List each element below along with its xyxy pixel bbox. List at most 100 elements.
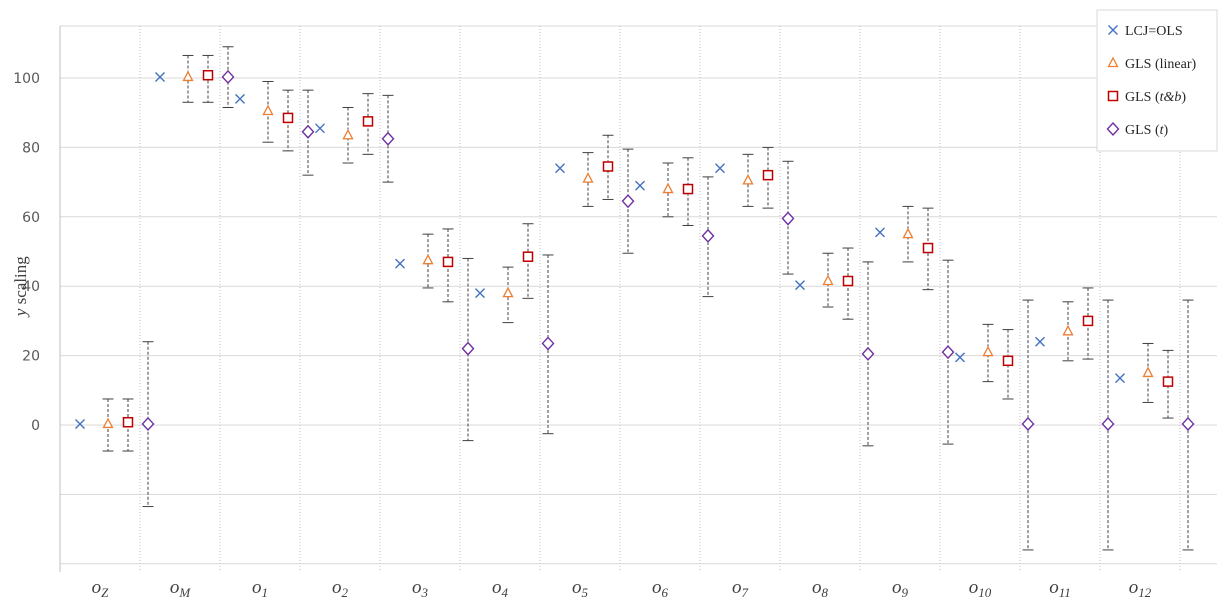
data-point-triangle xyxy=(982,345,994,357)
x-category-base: o xyxy=(969,577,979,598)
data-point-x xyxy=(555,163,565,174)
data-point-square xyxy=(1002,355,1014,367)
data-point-x xyxy=(715,163,725,174)
data-point-diamond xyxy=(861,346,875,361)
legend-label-part: GLS (linear) xyxy=(1125,57,1196,72)
data-point-x xyxy=(795,280,805,291)
x-category-subscript: 10 xyxy=(978,585,992,600)
x-category-subscript: 4 xyxy=(502,585,509,600)
legend-marker-x xyxy=(1108,25,1118,35)
x-category-subscript: 11 xyxy=(1059,585,1071,600)
marker-stroke xyxy=(795,280,805,291)
x-category-base: o xyxy=(1049,577,1059,598)
y-tick-label: 20 xyxy=(22,349,40,365)
legend-marker-square xyxy=(1107,90,1119,102)
data-point-square xyxy=(362,116,374,127)
marker-stroke xyxy=(875,227,885,238)
x-category-base: o xyxy=(92,577,102,598)
legend-label-part: GLS ( xyxy=(1125,90,1160,105)
data-point-square xyxy=(522,251,534,262)
data-point-square xyxy=(442,256,454,268)
x-category-subscript: 2 xyxy=(342,585,349,600)
data-point-triangle xyxy=(662,182,674,194)
data-point-triangle xyxy=(1062,324,1074,336)
marker-stroke xyxy=(955,352,965,363)
grid xyxy=(59,25,1217,572)
data-point-triangle xyxy=(502,286,514,298)
x-category-base: o xyxy=(332,577,342,598)
data-point-x xyxy=(1115,373,1125,384)
marker-stroke xyxy=(715,163,725,174)
data-point-triangle xyxy=(102,417,114,429)
marker-stroke xyxy=(555,163,565,174)
data-point-triangle xyxy=(902,227,914,239)
data-point-x xyxy=(1035,336,1045,347)
y-axis-label-variable: y xyxy=(11,308,30,318)
x-category-label: o9 xyxy=(892,577,909,600)
data-point-square xyxy=(602,161,614,172)
data-point-triangle xyxy=(822,274,834,286)
data-point-triangle xyxy=(342,128,354,140)
legend-label-part: t&b xyxy=(1160,90,1182,105)
x-category-label: o5 xyxy=(572,577,589,600)
data-point-x xyxy=(875,227,885,238)
x-category-label: o2 xyxy=(332,577,349,600)
data-point-diamond xyxy=(141,416,155,431)
data-point-square xyxy=(202,69,214,81)
data-point-diamond xyxy=(1021,416,1035,431)
data-point-x xyxy=(955,352,965,363)
data-point-x xyxy=(155,71,165,82)
data-point-x xyxy=(75,418,85,429)
data-point-triangle xyxy=(182,70,194,82)
x-category-base: o xyxy=(492,577,502,598)
legend-label: GLS (t&b) xyxy=(1125,90,1186,105)
data-point-x xyxy=(315,123,325,134)
data-point-diamond xyxy=(941,345,955,360)
data-point-x xyxy=(235,93,245,104)
data-point-diamond xyxy=(701,228,715,243)
marker-stroke xyxy=(235,93,245,104)
data-point-diamond xyxy=(461,341,475,356)
data-point-diamond xyxy=(781,211,795,226)
marker-stroke xyxy=(75,418,85,429)
data-point-diamond xyxy=(221,69,235,84)
x-category-base: o xyxy=(732,577,742,598)
x-category-label: oM xyxy=(170,577,192,600)
marker-stroke xyxy=(315,123,325,134)
x-category-label: o4 xyxy=(492,577,509,600)
data-point-diamond xyxy=(621,194,635,209)
x-category-subscript: 12 xyxy=(1138,585,1152,600)
legend-label-part: LCJ=OLS xyxy=(1125,24,1183,39)
marker-stroke xyxy=(1035,336,1045,347)
data-point-square xyxy=(122,416,134,428)
x-category-subscript: M xyxy=(178,585,191,600)
data-point-triangle xyxy=(742,173,754,185)
data-point-triangle xyxy=(1142,366,1154,378)
marker-stroke xyxy=(475,288,485,299)
data-point-diamond xyxy=(301,124,315,139)
data-point-diamond xyxy=(541,336,555,351)
data-point-triangle xyxy=(422,253,434,265)
data-point-square xyxy=(842,275,854,287)
y-axis-label: y scaling xyxy=(11,256,30,318)
legend-label: GLS (linear) xyxy=(1125,57,1196,72)
x-category-label: o8 xyxy=(812,577,829,600)
legend-label-part: ) xyxy=(1181,90,1186,105)
data-point-x xyxy=(635,180,645,191)
y-tick-label: 40 xyxy=(22,279,40,295)
x-category-base: o xyxy=(412,577,422,598)
marker-stroke xyxy=(635,180,645,191)
x-category-base: o xyxy=(1129,577,1139,598)
x-category-subscript: 7 xyxy=(742,585,749,600)
x-category-label: oZ xyxy=(92,577,110,600)
x-category-subscript: 6 xyxy=(662,585,669,600)
x-category-subscript: 5 xyxy=(582,585,589,600)
y-tick-label: 60 xyxy=(22,210,40,226)
x-category-label: o1 xyxy=(252,577,268,600)
x-category-base: o xyxy=(170,577,180,598)
x-category-subscript: 9 xyxy=(902,585,909,600)
